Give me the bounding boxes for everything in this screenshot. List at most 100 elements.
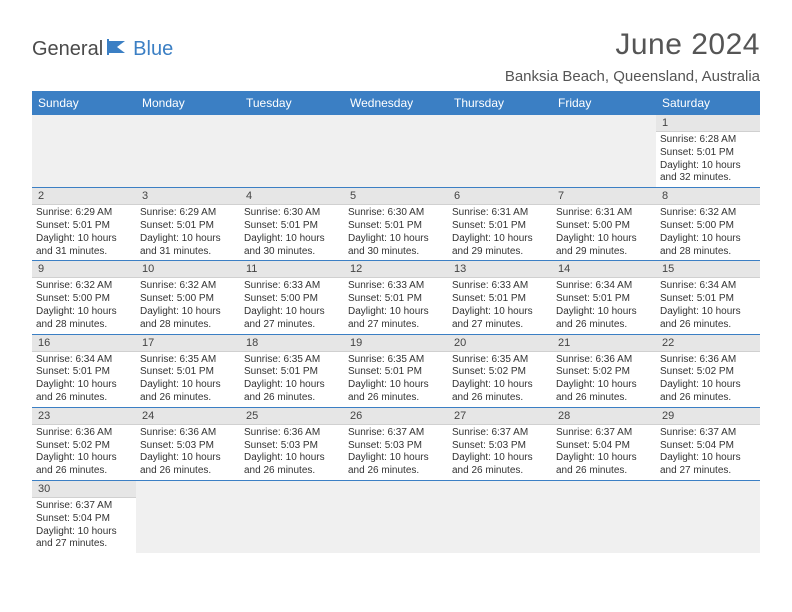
calendar-day-cell (344, 480, 448, 553)
day-number: 6 (448, 188, 552, 205)
day-details: Sunrise: 6:29 AMSunset: 5:01 PMDaylight:… (136, 205, 240, 260)
calendar-day-cell: 27Sunrise: 6:37 AMSunset: 5:03 PMDayligh… (448, 407, 552, 480)
day-details: Sunrise: 6:36 AMSunset: 5:02 PMDaylight:… (656, 352, 760, 407)
calendar-day-cell: 17Sunrise: 6:35 AMSunset: 5:01 PMDayligh… (136, 334, 240, 407)
day-number: 1 (656, 115, 760, 132)
calendar-week-row: 23Sunrise: 6:36 AMSunset: 5:02 PMDayligh… (32, 407, 760, 480)
day-number: 25 (240, 408, 344, 425)
day-details: Sunrise: 6:37 AMSunset: 5:04 PMDaylight:… (552, 425, 656, 480)
day-details: Sunrise: 6:32 AMSunset: 5:00 PMDaylight:… (656, 205, 760, 260)
day-number: 17 (136, 335, 240, 352)
calendar-day-cell: 5Sunrise: 6:30 AMSunset: 5:01 PMDaylight… (344, 188, 448, 261)
calendar-day-cell: 12Sunrise: 6:33 AMSunset: 5:01 PMDayligh… (344, 261, 448, 334)
day-details: Sunrise: 6:35 AMSunset: 5:02 PMDaylight:… (448, 352, 552, 407)
weekday-header: Friday (552, 91, 656, 115)
header: General Blue June 2024 Banksia Beach, Qu… (32, 28, 760, 85)
calendar-day-cell: 2Sunrise: 6:29 AMSunset: 5:01 PMDaylight… (32, 188, 136, 261)
day-details: Sunrise: 6:30 AMSunset: 5:01 PMDaylight:… (240, 205, 344, 260)
day-number: 8 (656, 188, 760, 205)
day-number: 22 (656, 335, 760, 352)
calendar-day-cell: 20Sunrise: 6:35 AMSunset: 5:02 PMDayligh… (448, 334, 552, 407)
weekday-header: Thursday (448, 91, 552, 115)
month-title: June 2024 (505, 28, 760, 62)
calendar-week-row: 16Sunrise: 6:34 AMSunset: 5:01 PMDayligh… (32, 334, 760, 407)
day-details: Sunrise: 6:37 AMSunset: 5:03 PMDaylight:… (448, 425, 552, 480)
day-details: Sunrise: 6:31 AMSunset: 5:00 PMDaylight:… (552, 205, 656, 260)
brand-text-2: Blue (133, 38, 173, 61)
day-details: Sunrise: 6:33 AMSunset: 5:01 PMDaylight:… (448, 278, 552, 333)
day-number: 21 (552, 335, 656, 352)
day-number: 23 (32, 408, 136, 425)
calendar-day-cell: 11Sunrise: 6:33 AMSunset: 5:00 PMDayligh… (240, 261, 344, 334)
calendar-day-cell: 25Sunrise: 6:36 AMSunset: 5:03 PMDayligh… (240, 407, 344, 480)
calendar-day-cell: 6Sunrise: 6:31 AMSunset: 5:01 PMDaylight… (448, 188, 552, 261)
day-number: 16 (32, 335, 136, 352)
calendar-week-row: 30Sunrise: 6:37 AMSunset: 5:04 PMDayligh… (32, 480, 760, 553)
weekday-header: Saturday (656, 91, 760, 115)
calendar-day-cell: 14Sunrise: 6:34 AMSunset: 5:01 PMDayligh… (552, 261, 656, 334)
calendar-day-cell: 30Sunrise: 6:37 AMSunset: 5:04 PMDayligh… (32, 480, 136, 553)
day-number: 19 (344, 335, 448, 352)
calendar-day-cell: 3Sunrise: 6:29 AMSunset: 5:01 PMDaylight… (136, 188, 240, 261)
day-number: 27 (448, 408, 552, 425)
day-details: Sunrise: 6:35 AMSunset: 5:01 PMDaylight:… (344, 352, 448, 407)
calendar-day-cell: 4Sunrise: 6:30 AMSunset: 5:01 PMDaylight… (240, 188, 344, 261)
calendar-day-cell (448, 115, 552, 188)
day-number: 20 (448, 335, 552, 352)
weekday-header: Tuesday (240, 91, 344, 115)
calendar-day-cell: 7Sunrise: 6:31 AMSunset: 5:00 PMDaylight… (552, 188, 656, 261)
day-number: 24 (136, 408, 240, 425)
day-details: Sunrise: 6:32 AMSunset: 5:00 PMDaylight:… (32, 278, 136, 333)
day-details: Sunrise: 6:37 AMSunset: 5:04 PMDaylight:… (656, 425, 760, 480)
calendar-day-cell (136, 480, 240, 553)
calendar-day-cell: 28Sunrise: 6:37 AMSunset: 5:04 PMDayligh… (552, 407, 656, 480)
day-number: 18 (240, 335, 344, 352)
calendar-day-cell: 24Sunrise: 6:36 AMSunset: 5:03 PMDayligh… (136, 407, 240, 480)
day-number: 26 (344, 408, 448, 425)
calendar-day-cell: 18Sunrise: 6:35 AMSunset: 5:01 PMDayligh… (240, 334, 344, 407)
weekday-header: Wednesday (344, 91, 448, 115)
day-details: Sunrise: 6:35 AMSunset: 5:01 PMDaylight:… (136, 352, 240, 407)
day-number: 11 (240, 261, 344, 278)
day-details: Sunrise: 6:35 AMSunset: 5:01 PMDaylight:… (240, 352, 344, 407)
day-number: 15 (656, 261, 760, 278)
day-details: Sunrise: 6:36 AMSunset: 5:02 PMDaylight:… (552, 352, 656, 407)
calendar-day-cell: 8Sunrise: 6:32 AMSunset: 5:00 PMDaylight… (656, 188, 760, 261)
day-number: 29 (656, 408, 760, 425)
day-details: Sunrise: 6:30 AMSunset: 5:01 PMDaylight:… (344, 205, 448, 260)
calendar-day-cell: 9Sunrise: 6:32 AMSunset: 5:00 PMDaylight… (32, 261, 136, 334)
day-details: Sunrise: 6:33 AMSunset: 5:01 PMDaylight:… (344, 278, 448, 333)
day-details: Sunrise: 6:34 AMSunset: 5:01 PMDaylight:… (32, 352, 136, 407)
day-number: 7 (552, 188, 656, 205)
day-details: Sunrise: 6:36 AMSunset: 5:03 PMDaylight:… (240, 425, 344, 480)
day-details: Sunrise: 6:34 AMSunset: 5:01 PMDaylight:… (552, 278, 656, 333)
calendar-day-cell (552, 115, 656, 188)
day-number: 30 (32, 481, 136, 498)
weekday-header: Sunday (32, 91, 136, 115)
day-number: 4 (240, 188, 344, 205)
day-details: Sunrise: 6:33 AMSunset: 5:00 PMDaylight:… (240, 278, 344, 333)
day-details: Sunrise: 6:37 AMSunset: 5:04 PMDaylight:… (32, 498, 136, 553)
calendar-day-cell (552, 480, 656, 553)
calendar-day-cell (32, 115, 136, 188)
calendar-day-cell: 16Sunrise: 6:34 AMSunset: 5:01 PMDayligh… (32, 334, 136, 407)
day-details: Sunrise: 6:36 AMSunset: 5:03 PMDaylight:… (136, 425, 240, 480)
day-details: Sunrise: 6:32 AMSunset: 5:00 PMDaylight:… (136, 278, 240, 333)
day-number: 10 (136, 261, 240, 278)
calendar-day-cell: 21Sunrise: 6:36 AMSunset: 5:02 PMDayligh… (552, 334, 656, 407)
calendar-day-cell: 26Sunrise: 6:37 AMSunset: 5:03 PMDayligh… (344, 407, 448, 480)
day-details: Sunrise: 6:31 AMSunset: 5:01 PMDaylight:… (448, 205, 552, 260)
calendar-day-cell (656, 480, 760, 553)
day-details: Sunrise: 6:28 AMSunset: 5:01 PMDaylight:… (656, 132, 760, 187)
calendar-day-cell: 1Sunrise: 6:28 AMSunset: 5:01 PMDaylight… (656, 115, 760, 188)
calendar-day-cell: 19Sunrise: 6:35 AMSunset: 5:01 PMDayligh… (344, 334, 448, 407)
day-number: 12 (344, 261, 448, 278)
brand-text-1: General (32, 38, 103, 61)
day-number: 5 (344, 188, 448, 205)
weekday-header-row: SundayMondayTuesdayWednesdayThursdayFrid… (32, 91, 760, 115)
calendar-day-cell: 29Sunrise: 6:37 AMSunset: 5:04 PMDayligh… (656, 407, 760, 480)
brand-logo: General Blue (32, 28, 173, 61)
location-text: Banksia Beach, Queensland, Australia (505, 68, 760, 85)
calendar-day-cell: 10Sunrise: 6:32 AMSunset: 5:00 PMDayligh… (136, 261, 240, 334)
calendar-day-cell (344, 115, 448, 188)
